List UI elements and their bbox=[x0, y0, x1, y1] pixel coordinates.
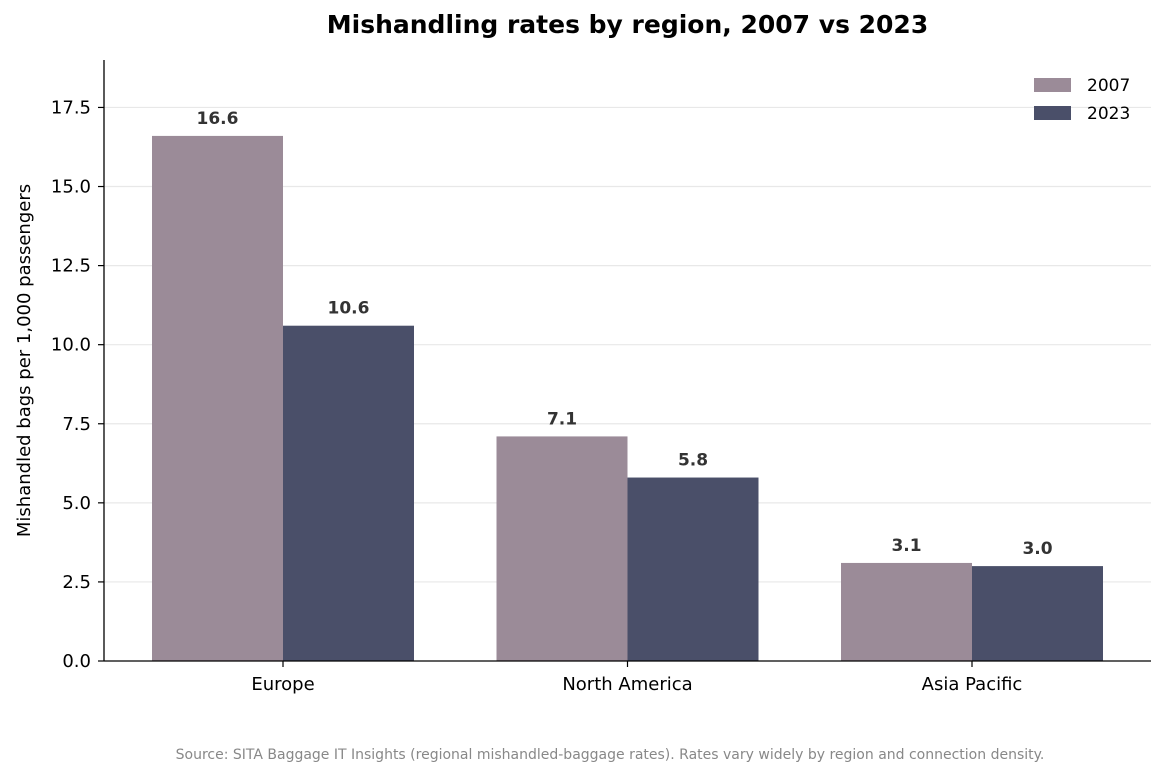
bar bbox=[972, 566, 1103, 661]
legend-label: 2007 bbox=[1087, 76, 1130, 96]
y-tick-label: 15.0 bbox=[51, 177, 91, 198]
y-tick-label: 12.5 bbox=[51, 256, 91, 277]
data-label: 7.1 bbox=[547, 409, 577, 429]
y-tick-label: 5.0 bbox=[62, 493, 91, 514]
data-label: 3.0 bbox=[1022, 539, 1052, 559]
data-label: 3.1 bbox=[891, 536, 921, 556]
data-label: 5.8 bbox=[678, 451, 708, 471]
bar bbox=[496, 436, 628, 661]
y-tick-label: 2.5 bbox=[62, 572, 91, 593]
source-note: Source: SITA Baggage IT Insights (region… bbox=[175, 747, 1045, 763]
bar bbox=[152, 135, 283, 662]
data-label: 10.6 bbox=[328, 299, 370, 319]
chart-title: Mishandling rates by region, 2007 vs 202… bbox=[326, 10, 929, 39]
y-tick-label: 17.5 bbox=[51, 97, 91, 118]
bar bbox=[627, 477, 759, 661]
legend-swatch bbox=[1034, 78, 1071, 92]
y-axis-label: Mishandled bags per 1,000 passengers bbox=[14, 184, 35, 537]
y-tick-label: 7.5 bbox=[62, 414, 91, 435]
y-tick-label: 10.0 bbox=[51, 335, 91, 356]
legend-swatch bbox=[1034, 106, 1071, 120]
x-tick-label: Asia Pacific bbox=[922, 674, 1023, 695]
bar bbox=[283, 325, 414, 661]
bar bbox=[841, 562, 972, 661]
y-tick-label: 0.0 bbox=[62, 651, 91, 672]
x-tick-label: North America bbox=[562, 674, 692, 695]
legend-label: 2023 bbox=[1087, 104, 1130, 124]
x-tick-label: Europe bbox=[251, 674, 314, 695]
data-label: 16.6 bbox=[197, 109, 239, 129]
